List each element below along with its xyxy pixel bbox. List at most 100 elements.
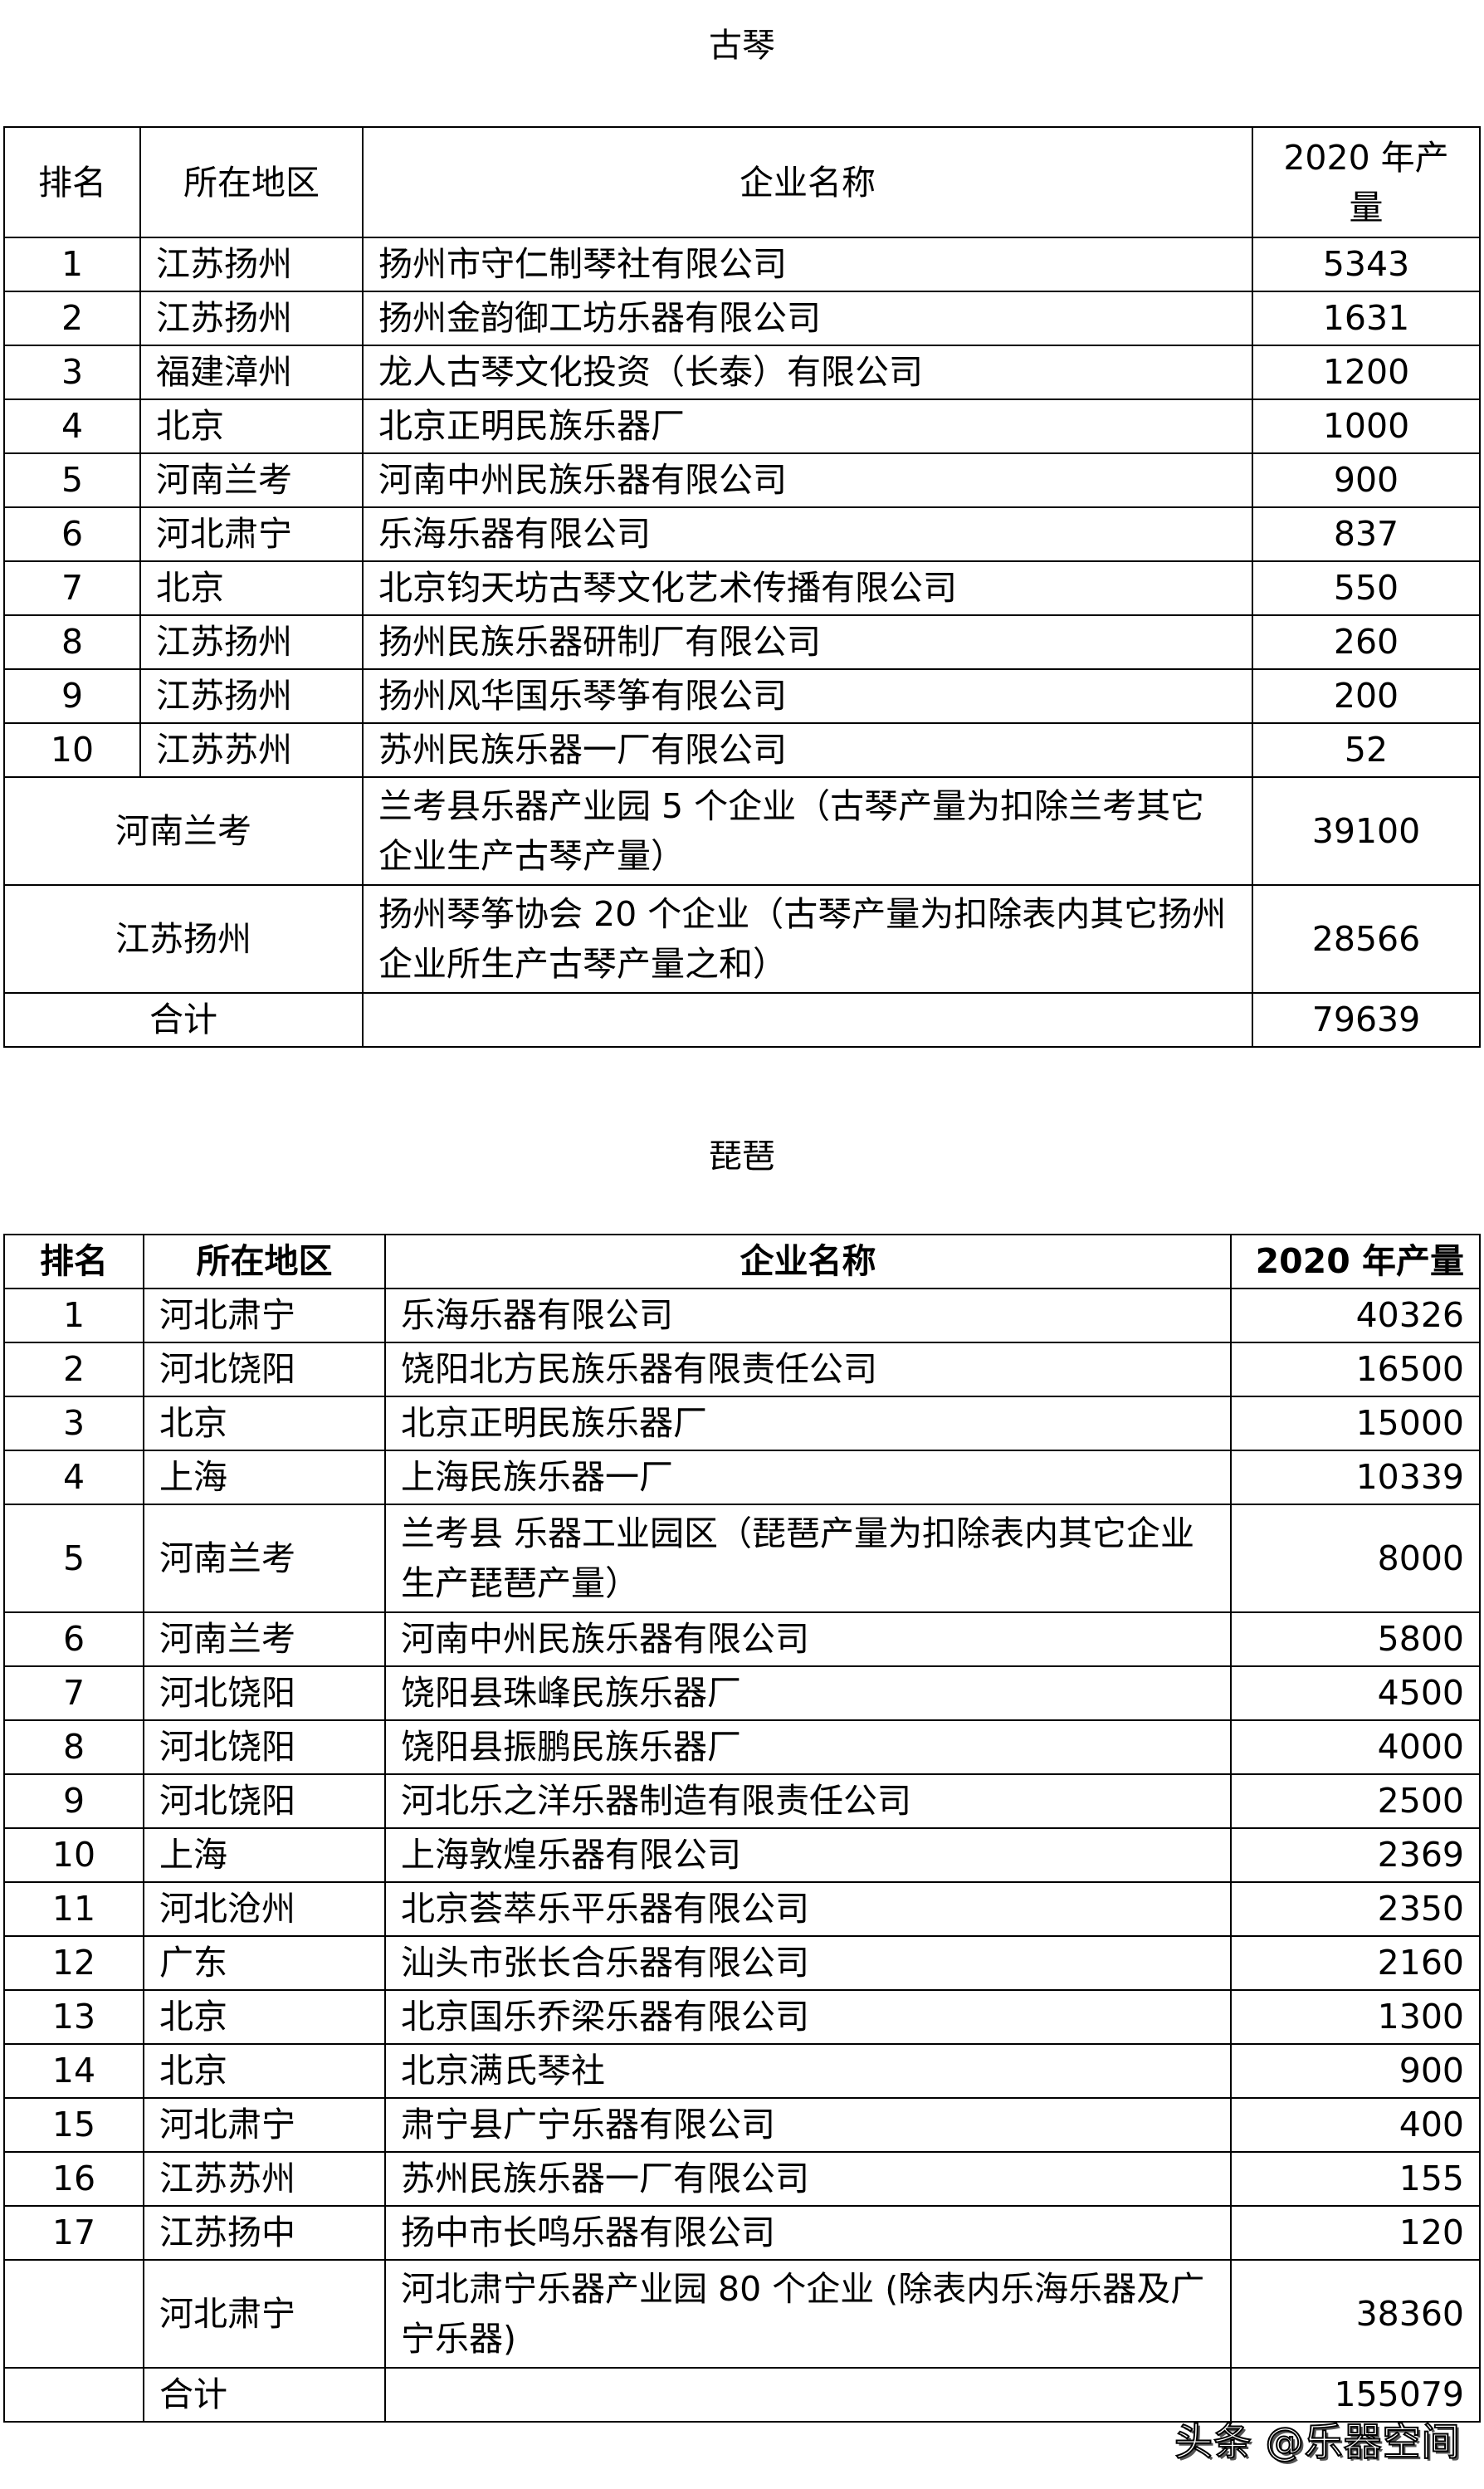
header-region: 所在地区 xyxy=(143,1234,386,1289)
output-cell: 5800 xyxy=(1230,1611,1481,1667)
company-cell: 北京正明民族乐器厂 xyxy=(384,1396,1232,1451)
region-cell: 河南兰考 xyxy=(3,776,364,886)
header-company: 企业名称 xyxy=(384,1234,1232,1289)
rank-cell: 16 xyxy=(3,2151,144,2207)
rank-cell: 13 xyxy=(3,1989,144,2045)
rank-cell: 3 xyxy=(3,345,141,400)
rank-cell: 11 xyxy=(3,1881,144,1937)
output-cell: 400 xyxy=(1230,2097,1481,2153)
region-cell: 河北饶阳 xyxy=(143,1665,386,1721)
table-row: 7 北京 北京钧天坊古琴文化艺术传播有限公司 550 xyxy=(3,560,1481,616)
output-cell: 2160 xyxy=(1230,1935,1481,1991)
total-label: 合计 xyxy=(3,992,364,1048)
header-rank: 排名 xyxy=(3,1234,144,1289)
region-cell: 河南兰考 xyxy=(139,452,364,508)
table-row: 16 江苏苏州 苏州民族乐器一厂有限公司 155 xyxy=(3,2151,1481,2207)
output-cell: 2369 xyxy=(1230,1827,1481,1883)
company-cell: 扬州市守仁制琴社有限公司 xyxy=(362,237,1253,292)
table-row: 6 河南兰考 河南中州民族乐器有限公司 5800 xyxy=(3,1611,1481,1667)
company-cell: 扬州琴筝协会 20 个企业（古琴产量为扣除表内其它扬州企业所生产古琴产量之和） xyxy=(362,884,1253,994)
region-cell: 河北肃宁 xyxy=(143,2259,386,2369)
company-cell: 上海民族乐器一厂 xyxy=(384,1450,1232,1505)
output-cell: 260 xyxy=(1252,614,1481,670)
table-row: 10 江苏苏州 苏州民族乐器一厂有限公司 52 xyxy=(3,722,1481,778)
region-cell: 上海 xyxy=(143,1450,386,1505)
table-row: 河南兰考 兰考县乐器产业园 5 个企业（古琴产量为扣除兰考其它企业生产古琴产量） 3… xyxy=(3,776,1481,886)
company-cell: 扬州金韵御工坊乐器有限公司 xyxy=(362,291,1253,346)
rank-cell: 6 xyxy=(3,506,141,562)
company-cell: 北京正明民族乐器厂 xyxy=(362,399,1253,454)
company-cell: 饶阳县振鹏民族乐器厂 xyxy=(384,1719,1232,1775)
region-cell: 北京 xyxy=(139,560,364,616)
total-label: 合计 xyxy=(143,2367,386,2423)
company-cell: 北京满氏琴社 xyxy=(384,2043,1232,2099)
company-cell: 扬州风华国乐琴筝有限公司 xyxy=(362,668,1253,724)
region-cell: 江苏扬州 xyxy=(139,291,364,346)
region-cell: 河北肃宁 xyxy=(143,1288,386,1343)
region-cell: 河北饶阳 xyxy=(143,1719,386,1775)
rank-cell: 4 xyxy=(3,399,141,454)
table-row: 合计 79639 xyxy=(3,992,1481,1048)
output-cell: 16500 xyxy=(1230,1342,1481,1397)
total-value: 155079 xyxy=(1230,2367,1481,2423)
region-cell: 江苏扬州 xyxy=(3,884,364,994)
rank-cell: 10 xyxy=(3,1827,144,1883)
table-row: 4 北京 北京正明民族乐器厂 1000 xyxy=(3,399,1481,454)
table-row: 9 河北饶阳 河北乐之洋乐器制造有限责任公司 2500 xyxy=(3,1773,1481,1829)
region-cell: 北京 xyxy=(143,2043,386,2099)
company-cell: 龙人古琴文化投资（长泰）有限公司 xyxy=(362,345,1253,400)
company-cell: 上海敦煌乐器有限公司 xyxy=(384,1827,1232,1883)
region-cell: 河北肃宁 xyxy=(139,506,364,562)
company-cell: 扬中市长鸣乐器有限公司 xyxy=(384,2205,1232,2261)
header-region: 所在地区 xyxy=(139,126,364,238)
table-header-row: 排名 所在地区 企业名称 2020 年产量 xyxy=(3,1234,1481,1289)
rank-cell: 17 xyxy=(3,2205,144,2261)
rank-cell: 9 xyxy=(3,1773,144,1829)
rank-cell: 7 xyxy=(3,560,141,616)
empty-cell xyxy=(384,2367,1232,2423)
pipa-title: 琵琶 xyxy=(709,1137,775,1176)
total-value: 79639 xyxy=(1252,992,1481,1048)
rank-cell: 2 xyxy=(3,291,141,346)
output-cell: 2350 xyxy=(1230,1881,1481,1937)
company-cell: 河南中州民族乐器有限公司 xyxy=(384,1611,1232,1667)
output-cell: 8000 xyxy=(1230,1504,1481,1613)
region-cell: 河南兰考 xyxy=(143,1611,386,1667)
rank-cell: 4 xyxy=(3,1450,144,1505)
region-cell: 江苏扬州 xyxy=(139,614,364,670)
company-cell: 河北乐之洋乐器制造有限责任公司 xyxy=(384,1773,1232,1829)
table-row: 2 河北饶阳 饶阳北方民族乐器有限责任公司 16500 xyxy=(3,1342,1481,1397)
rank-cell: 10 xyxy=(3,722,141,778)
table-row: 5 河南兰考 兰考县 乐器工业园区（琵琶产量为扣除表内其它企业生产琵琶产量） 8000 xyxy=(3,1504,1481,1613)
company-cell: 苏州民族乐器一厂有限公司 xyxy=(362,722,1253,778)
header-output: 2020 年产量 xyxy=(1252,126,1481,238)
table-row: 8 河北饶阳 饶阳县振鹏民族乐器厂 4000 xyxy=(3,1719,1481,1775)
company-cell: 河南中州民族乐器有限公司 xyxy=(362,452,1253,508)
output-cell: 4500 xyxy=(1230,1665,1481,1721)
table-row: 11 河北沧州 北京荟萃乐平乐器有限公司 2350 xyxy=(3,1881,1481,1937)
company-cell: 兰考县 乐器工业园区（琵琶产量为扣除表内其它企业生产琵琶产量） xyxy=(384,1504,1232,1613)
output-cell: 40326 xyxy=(1230,1288,1481,1343)
region-cell: 河北沧州 xyxy=(143,1881,386,1937)
rank-cell: 9 xyxy=(3,668,141,724)
rank-cell: 8 xyxy=(3,614,141,670)
output-cell: 550 xyxy=(1252,560,1481,616)
region-cell: 江苏苏州 xyxy=(143,2151,386,2207)
rank-cell: 2 xyxy=(3,1342,144,1397)
company-cell: 河北肃宁乐器产业园 80 个企业 (除表内乐海乐器及广宁乐器) xyxy=(384,2259,1232,2369)
region-cell: 北京 xyxy=(143,1989,386,2045)
region-cell: 上海 xyxy=(143,1827,386,1883)
rank-cell: 14 xyxy=(3,2043,144,2099)
header-rank: 排名 xyxy=(3,126,141,238)
table-row: 3 福建漳州 龙人古琴文化投资（长泰）有限公司 1200 xyxy=(3,345,1481,400)
output-cell: 1631 xyxy=(1252,291,1481,346)
guqin-table: 排名 所在地区 企业名称 2020 年产量 1 江苏扬州 扬州市守仁制琴社有限公司 5… xyxy=(3,126,1481,1048)
rank-cell: 5 xyxy=(3,452,141,508)
company-cell: 北京国乐乔梁乐器有限公司 xyxy=(384,1989,1232,2045)
table-row: 13 北京 北京国乐乔梁乐器有限公司 1300 xyxy=(3,1989,1481,2045)
table-row: 6 河北肃宁 乐海乐器有限公司 837 xyxy=(3,506,1481,562)
header-company: 企业名称 xyxy=(362,126,1253,238)
empty-cell xyxy=(3,2367,144,2423)
output-cell: 52 xyxy=(1252,722,1481,778)
output-cell: 15000 xyxy=(1230,1396,1481,1451)
